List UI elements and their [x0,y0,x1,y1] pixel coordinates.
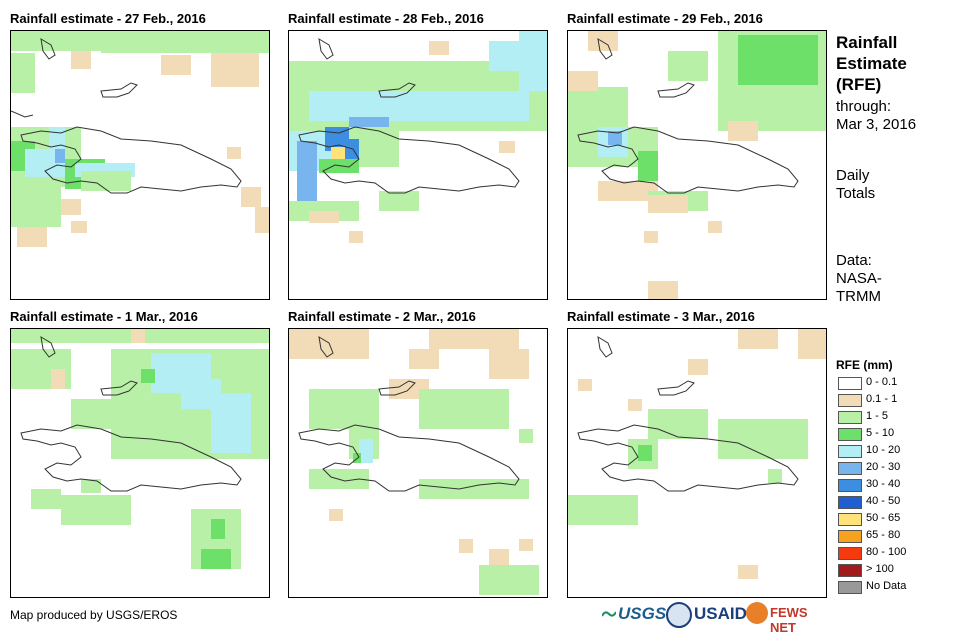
coastline [298,38,520,194]
rainfall-cells [568,31,826,299]
legend-swatch [838,513,862,526]
panel-title-2: Rainfall estimate - 28 Feb., 2016 [288,11,484,26]
legend-label: 1 - 5 [866,410,889,422]
legend-swatch [838,479,862,492]
legend-label: 10 - 20 [866,444,901,456]
through-date: Mar 3, 2016 [836,116,917,133]
rainfall-cells [289,31,547,243]
legend-label: 40 - 50 [866,495,901,507]
legend-label: 20 - 30 [866,461,901,473]
panel-title-5: Rainfall estimate - 2 Mar., 2016 [288,309,476,324]
legend-title: RFE (mm) [836,358,893,372]
coastline [298,336,520,492]
legend-swatch [838,462,862,475]
data-source-line-3: TRMM [836,288,881,305]
legend-label: 0.1 - 1 [866,393,898,405]
legend-label: 5 - 10 [866,427,895,439]
map-credit: Map produced by USGS/EROS [10,608,178,622]
rainfall-cells [11,329,269,569]
legend-swatch [838,547,862,560]
legend-swatch [838,445,862,458]
data-source-line-1: Data: [836,252,872,269]
map-title: Rainfall Estimate (RFE) [836,32,907,95]
panel-title-3: Rainfall estimate - 29 Feb., 2016 [567,11,763,26]
data-source-block: Data: NASA- TRMM [836,252,882,306]
rainfall-map-27-feb [11,31,269,247]
rainfall-map-29-feb [568,31,826,299]
dos-seal-icon [666,602,692,628]
legend-label: 0 - 0.1 [866,376,898,388]
legend-label: No Data [866,580,907,592]
panel-title-1: Rainfall estimate - 27 Feb., 2016 [10,11,206,26]
map-panel-1-mar [10,328,270,598]
legend-swatch [838,564,862,577]
legend-label: 65 - 80 [866,529,901,541]
rainfall-cells [568,329,826,579]
totals-line-1: Daily [836,167,870,184]
legend-swatch [838,411,862,424]
data-source-line-2: NASA- [836,270,882,287]
map-panel-28-feb [288,30,548,300]
rainfall-cells [11,31,269,247]
legend-swatch [838,496,862,509]
legend-swatch [838,428,862,441]
map-panel-2-mar [288,328,548,598]
panel-title-4: Rainfall estimate - 1 Mar., 2016 [10,309,198,324]
map-title-line-1: Rainfall [836,33,898,52]
rainfall-map-1-mar [11,329,269,569]
panel-title-6: Rainfall estimate - 3 Mar., 2016 [567,309,755,324]
coastline [20,336,242,492]
fews-globe-icon [746,602,768,624]
map-title-line-2: Estimate [836,54,907,73]
legend-swatch [838,581,862,594]
rainfall-cells [289,329,539,595]
map-title-line-3: (RFE) [836,75,882,94]
legend-swatch [838,530,862,543]
legend-swatch [838,377,862,390]
rainfall-map-2-mar [289,329,539,595]
map-panel-29-feb [567,30,827,300]
coastline [577,38,799,194]
legend-label: 30 - 40 [866,478,901,490]
coastline [11,38,242,194]
coastline [577,336,799,492]
legend-swatch [838,394,862,407]
totals-block: Daily Totals [836,167,875,203]
legend-label: > 100 [866,563,894,575]
legend-label: 80 - 100 [866,546,907,558]
through-label: through: [836,98,892,115]
legend-label: 50 - 65 [866,512,901,524]
map-panel-27-feb [10,30,270,300]
rainfall-map-28-feb [289,31,547,243]
fews-net-logo: FEWS NET [770,605,808,635]
usgs-wave-icon [602,611,616,617]
usgs-logo: USGS [618,604,667,623]
totals-line-2: Totals [836,185,876,202]
map-panel-3-mar [567,328,827,598]
through-block: through: Mar 3, 2016 [836,98,916,134]
rainfall-map-3-mar [568,329,826,579]
usaid-logo: USAID [694,604,747,623]
